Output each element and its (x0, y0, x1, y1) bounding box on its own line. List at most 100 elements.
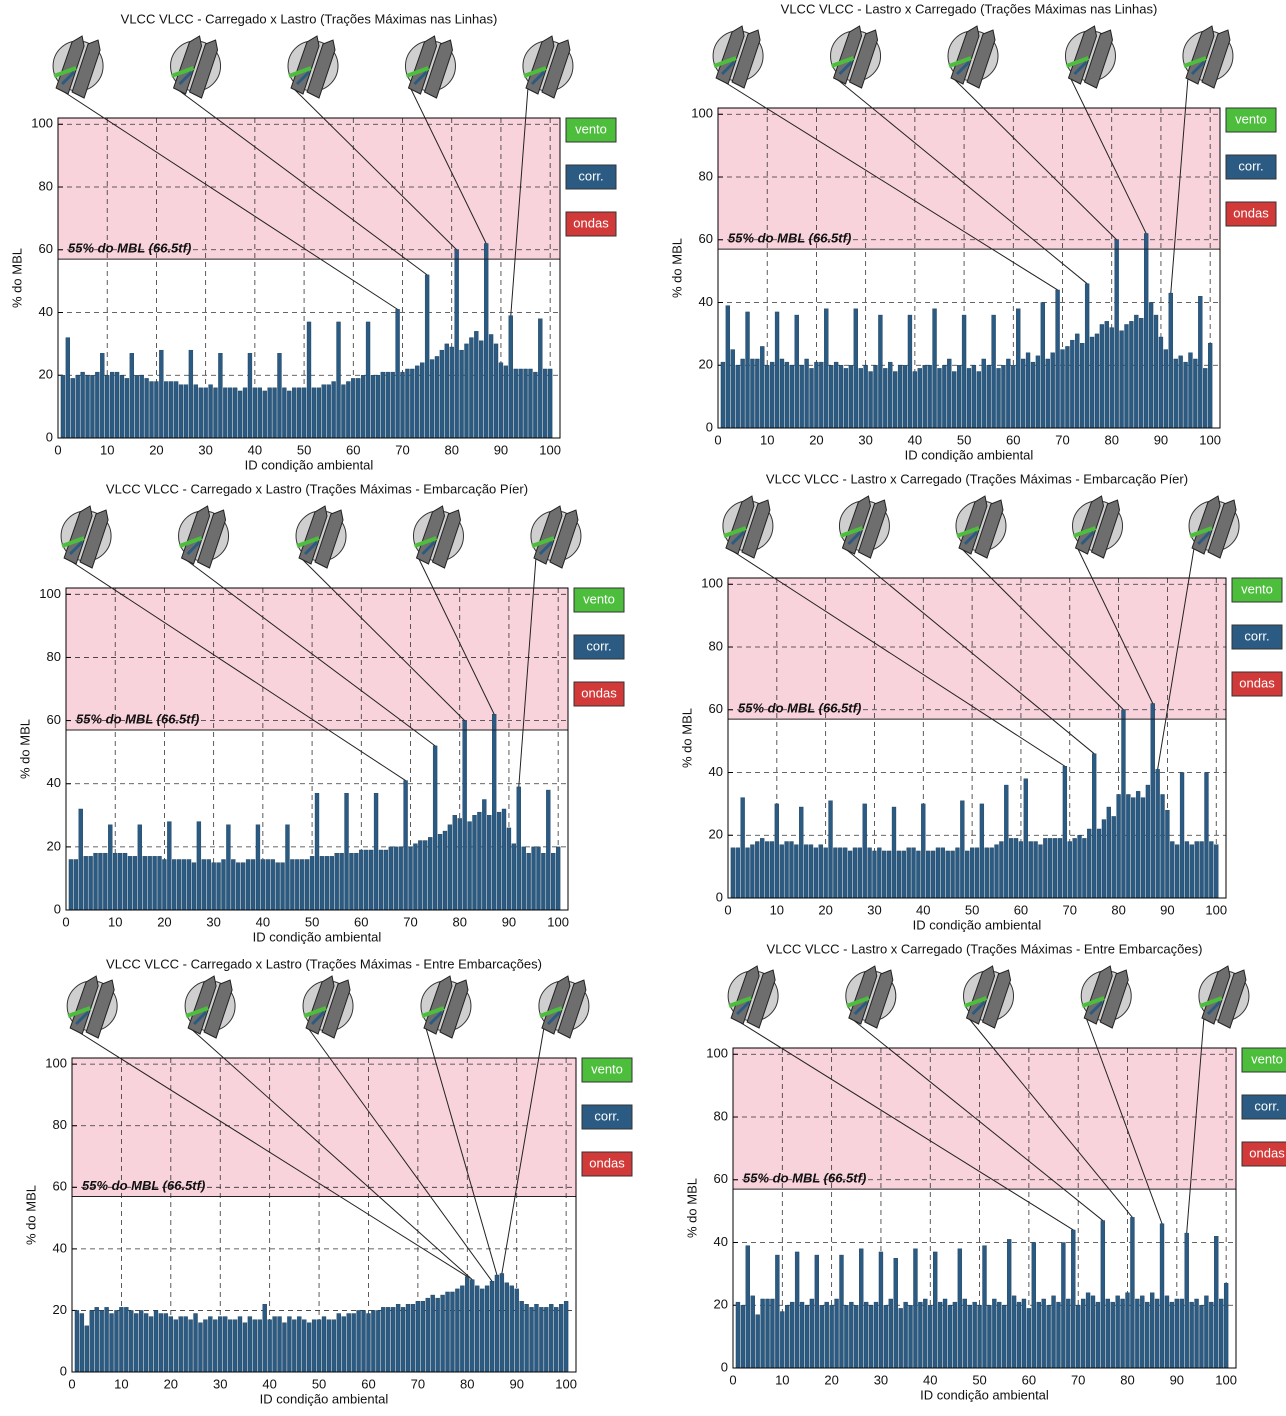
vessel-icon (171, 36, 221, 98)
bar (332, 382, 336, 438)
bar (1195, 842, 1199, 898)
bar (468, 822, 472, 910)
legend-label: vento (575, 121, 607, 136)
bar (1125, 324, 1129, 428)
bar (746, 848, 750, 898)
bar (119, 1307, 123, 1372)
bar (307, 1323, 311, 1372)
bar (1100, 324, 1104, 428)
bar (86, 375, 90, 438)
legend-label: vento (1235, 111, 1267, 126)
x-tick-label: 70 (411, 1376, 425, 1391)
bar (477, 812, 481, 910)
bar (357, 1310, 361, 1372)
bar (933, 1252, 937, 1368)
bar (884, 1305, 888, 1368)
y-tick-label: 40 (47, 775, 61, 790)
bar (726, 306, 730, 428)
bar (522, 847, 526, 910)
bar (154, 1310, 158, 1372)
bar (765, 365, 769, 428)
bar (405, 369, 409, 438)
bar (967, 368, 971, 428)
bar (1193, 359, 1197, 428)
bar (440, 350, 444, 438)
bar (253, 1320, 257, 1372)
bar (1068, 842, 1072, 898)
bar (1014, 838, 1018, 898)
bar (248, 1317, 252, 1372)
bar (524, 369, 528, 438)
y-tick-label: 60 (699, 231, 713, 246)
bar (179, 385, 183, 438)
bar (69, 859, 73, 910)
bar (1170, 1302, 1174, 1368)
legend-label: vento (583, 591, 615, 606)
x-tick-label: 10 (114, 1376, 128, 1391)
bar (770, 362, 774, 428)
bar (785, 362, 789, 428)
bar (864, 365, 868, 428)
bar (202, 859, 206, 910)
bar (541, 853, 545, 910)
bar (538, 319, 542, 438)
bar (426, 1298, 430, 1372)
bar (302, 388, 306, 438)
bar (819, 362, 823, 428)
bar (347, 1314, 351, 1372)
bar (868, 848, 872, 898)
bar (243, 388, 247, 438)
chart: VLCC VLCC - Carregado x Lastro (Trações … (23, 956, 632, 1406)
bar (346, 382, 350, 438)
bar (406, 1304, 410, 1372)
bar (290, 859, 294, 910)
bar (1048, 838, 1052, 898)
bar (923, 1299, 927, 1368)
bar (297, 388, 301, 438)
bar (376, 375, 380, 438)
legend-label: corr. (594, 1108, 619, 1123)
chart-title: VLCC VLCC - Carregado x Lastro (Trações … (106, 481, 528, 496)
threshold-label: 55% do MBL (66.5tf) (728, 231, 851, 246)
y-tick-label: 80 (39, 178, 53, 193)
bar (1026, 353, 1030, 428)
bar (1066, 1299, 1070, 1368)
vessel-icon (1183, 26, 1233, 88)
y-tick-label: 0 (706, 419, 713, 434)
bar (125, 378, 129, 438)
bar (537, 847, 541, 910)
x-tick-label: 80 (1120, 1372, 1134, 1387)
x-axis-label: ID condição ambiental (920, 1387, 1049, 1402)
bar (391, 1307, 395, 1372)
x-tick-label: 30 (213, 1376, 227, 1391)
bar (512, 844, 516, 910)
bar (1110, 328, 1114, 428)
x-tick-label: 100 (1215, 1372, 1237, 1387)
bar (1175, 1299, 1179, 1368)
bar (118, 853, 122, 910)
bar (1141, 798, 1145, 898)
bar (843, 848, 847, 898)
bar (1169, 293, 1173, 428)
bar (736, 365, 740, 428)
y-tick-label: 0 (60, 1363, 67, 1378)
x-tick-label: 20 (818, 902, 832, 917)
bar (853, 848, 857, 898)
bar (150, 382, 154, 438)
bar (1086, 1293, 1090, 1368)
bar (1043, 838, 1047, 898)
vessel-icon (67, 976, 117, 1038)
bar (1042, 1299, 1046, 1368)
bar (1007, 1239, 1011, 1368)
bar (349, 853, 353, 910)
bar (315, 793, 319, 910)
bar (89, 856, 93, 910)
bar (999, 842, 1003, 898)
bar (460, 1286, 464, 1372)
bar (750, 359, 754, 428)
x-tick-label: 50 (965, 902, 979, 917)
bar (415, 366, 419, 438)
vessel-icon (831, 26, 881, 88)
bar (475, 1286, 479, 1372)
bar (882, 851, 886, 898)
